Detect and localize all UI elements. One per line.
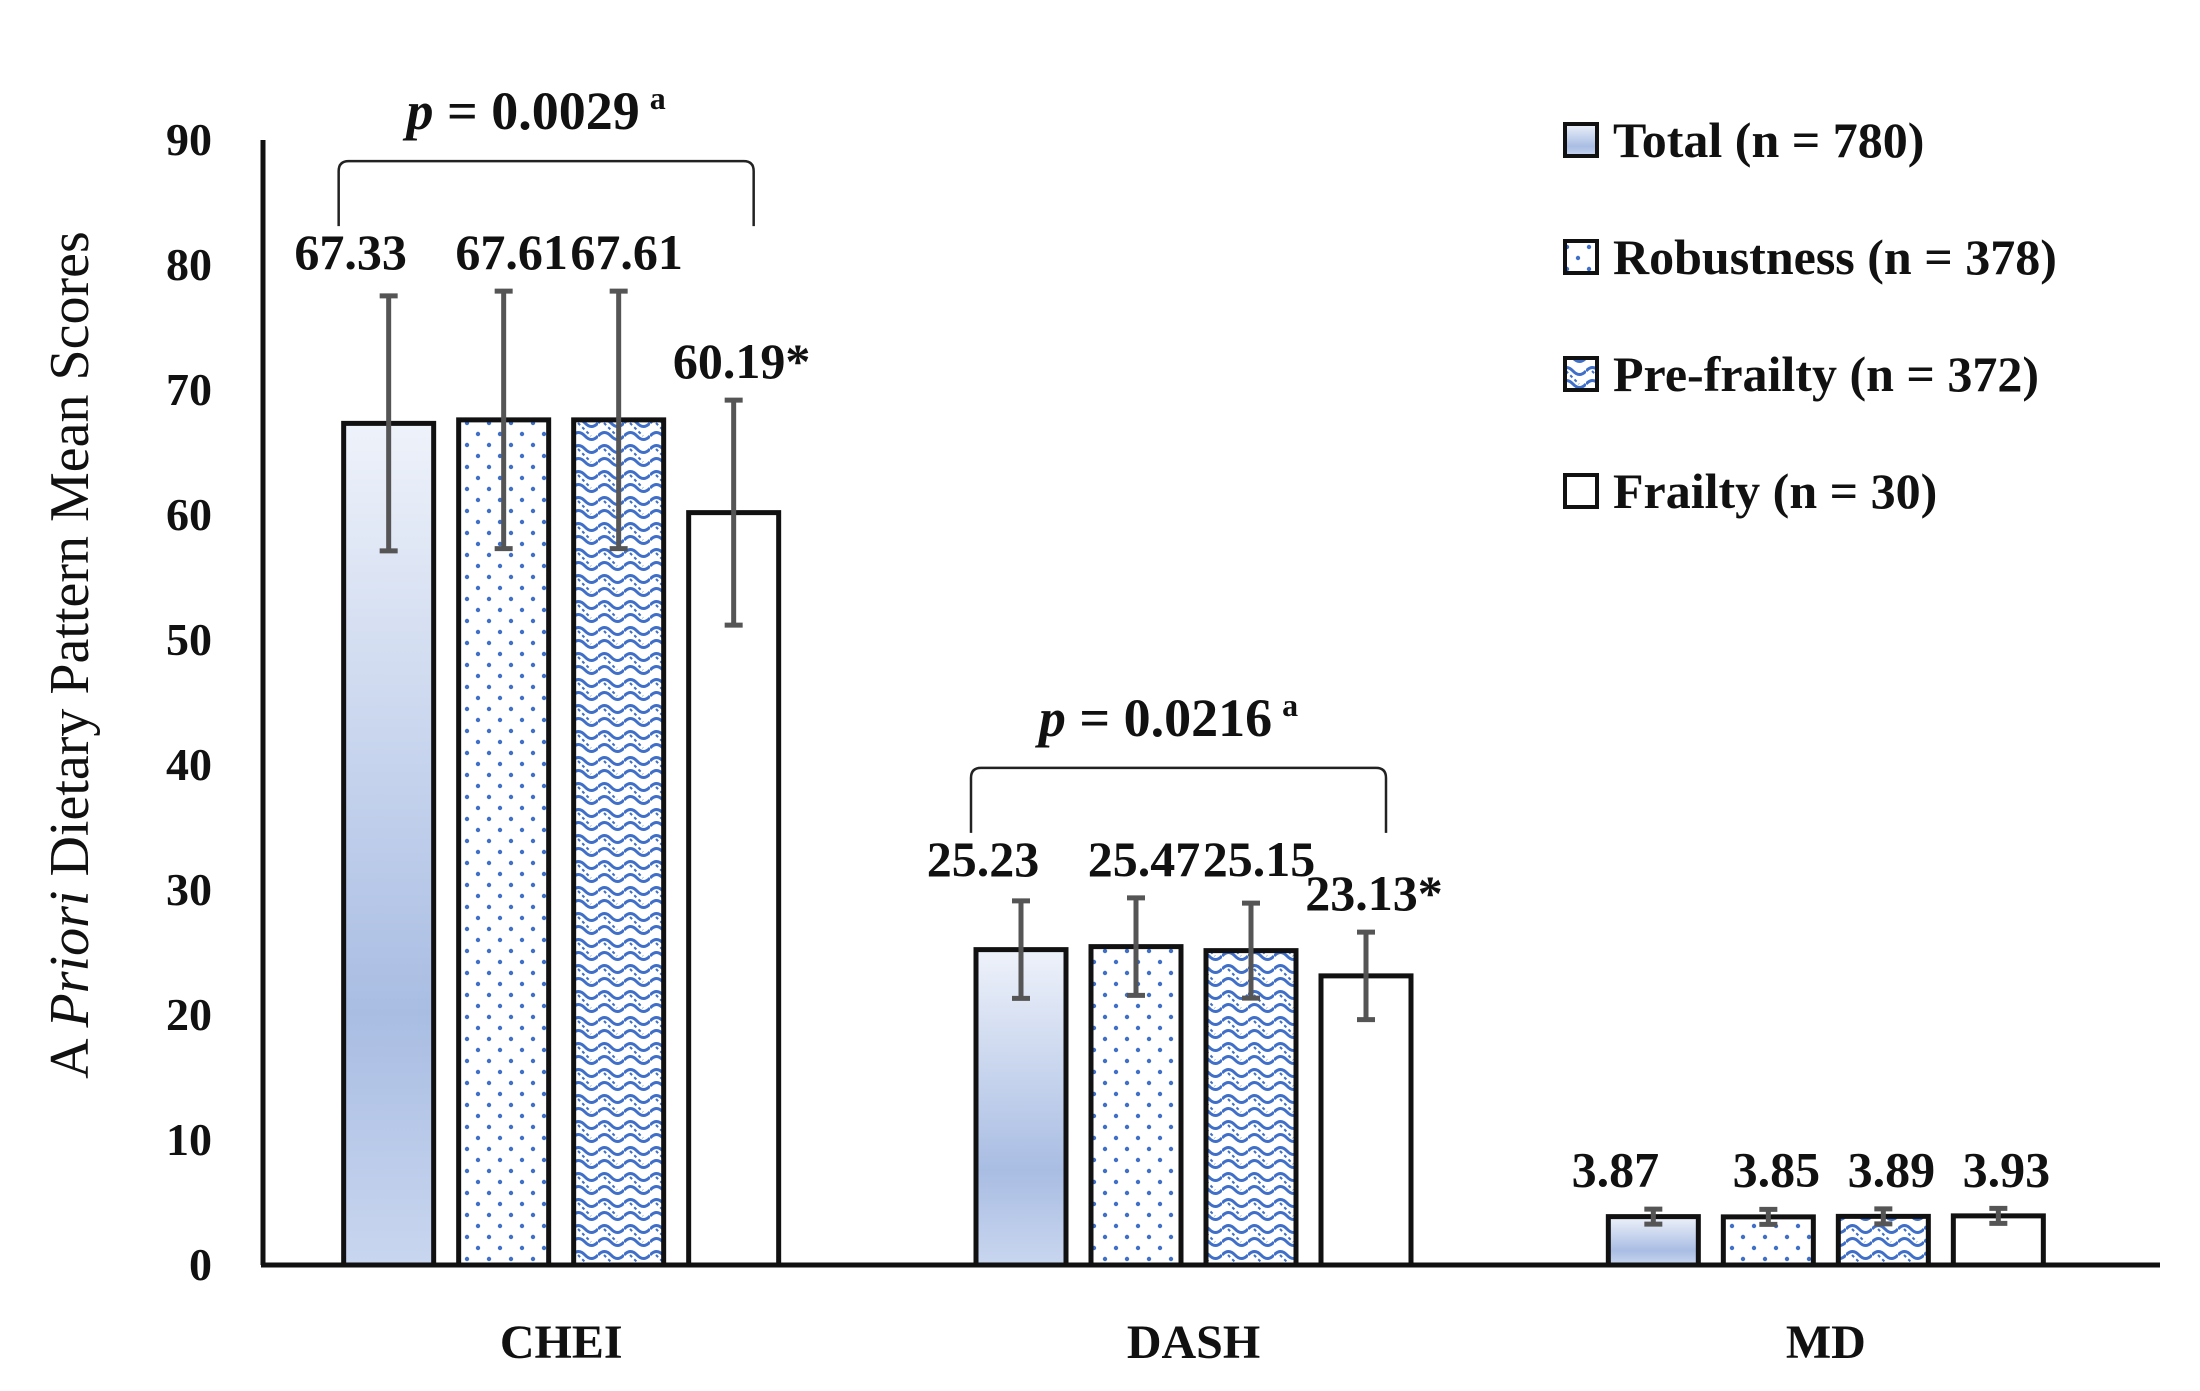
significance-bracket [969,766,1388,833]
y-tick-label: 50 [166,614,212,665]
bar-dash-2 [1088,944,1184,1268]
legend-label-3: Pre-frailty (n = 372) [1613,346,2039,402]
value-label: 3.85 [1733,1141,1821,1197]
bar-chei-2 [456,417,552,1268]
y-tick-label: 20 [166,989,212,1040]
p-symbol: p [403,81,434,141]
p-value-label: p = 0.0216 a [1035,687,1298,748]
p-symbol: p [1035,688,1066,748]
y-axis-title-italic: Priori [39,891,101,1029]
legend-swatch-4 [1563,473,1599,509]
category-label-chei: CHEI [500,1316,623,1369]
y-tick-label: 70 [166,364,212,415]
y-tick-label: 0 [189,1239,212,1290]
annotations-layer: p = 0.0029 a p = 0.0216 a [337,80,1388,833]
y-tick-label: 60 [166,489,212,540]
bar-chei-4 [686,510,782,1268]
error-bars-layer [379,288,2008,1227]
y-axis-ticks: 0 10 20 30 40 50 60 70 80 90 [166,114,212,1290]
value-label: 25.15 [1203,831,1316,887]
bar-dash-4 [1318,973,1414,1268]
legend-label-2: Robustness (n = 378) [1613,229,2057,285]
value-label: 67.61 [570,224,683,280]
category-labels-layer: CHEI DASH MD [500,1316,1866,1369]
value-label: 67.33 [294,224,407,280]
y-tick-label: 40 [166,739,212,790]
legend-label-1: Total (n = 780) [1613,112,1924,168]
p-superscript: a [650,80,666,116]
p-value-label: p = 0.0029 a [403,80,666,141]
legend-swatch-1 [1563,122,1599,158]
value-labels-layer: 67.33 67.61 67.61 60.19* 25.23 25.47 25.1523.1… [294,224,2050,1197]
legend-label-4: Frailty (n = 30) [1613,463,1937,519]
y-tick-label: 30 [166,864,212,915]
p-value-text: = 0.0216 [1066,688,1272,748]
legend-swatch-3 [1563,356,1599,392]
bar-chei-1 [341,420,437,1268]
value-label: 3.89 [1848,1141,1936,1197]
y-axis-title: A Priori Dietary Pattern Mean Scores [39,231,101,1079]
y-tick-label: 10 [166,1114,212,1165]
value-label: 60.19* [673,333,811,389]
p-superscript: a [1282,687,1298,723]
legend-swatch-2 [1563,239,1599,275]
value-label: 3.93 [1963,1141,2051,1197]
y-tick-label: 90 [166,114,212,165]
category-label-md: MD [1786,1316,1866,1369]
value-label: 67.61 [455,224,568,280]
significance-bracket [337,159,755,227]
value-label: 23.13* [1305,865,1443,921]
legend: Total (n = 780) Robustness (n = 378) Pre-f… [1563,112,2057,519]
category-label-dash: DASH [1127,1316,1260,1369]
y-axis-title-suffix: Dietary Pattern Mean Scores [39,231,101,890]
p-value-text: = 0.0029 [434,81,640,141]
value-label: 25.47 [1088,831,1201,887]
y-tick-label: 80 [166,239,212,290]
y-axis-title-prefix: A [39,1027,101,1078]
value-label: 3.87 [1572,1141,1660,1197]
value-label: 25.23 [927,831,1040,887]
